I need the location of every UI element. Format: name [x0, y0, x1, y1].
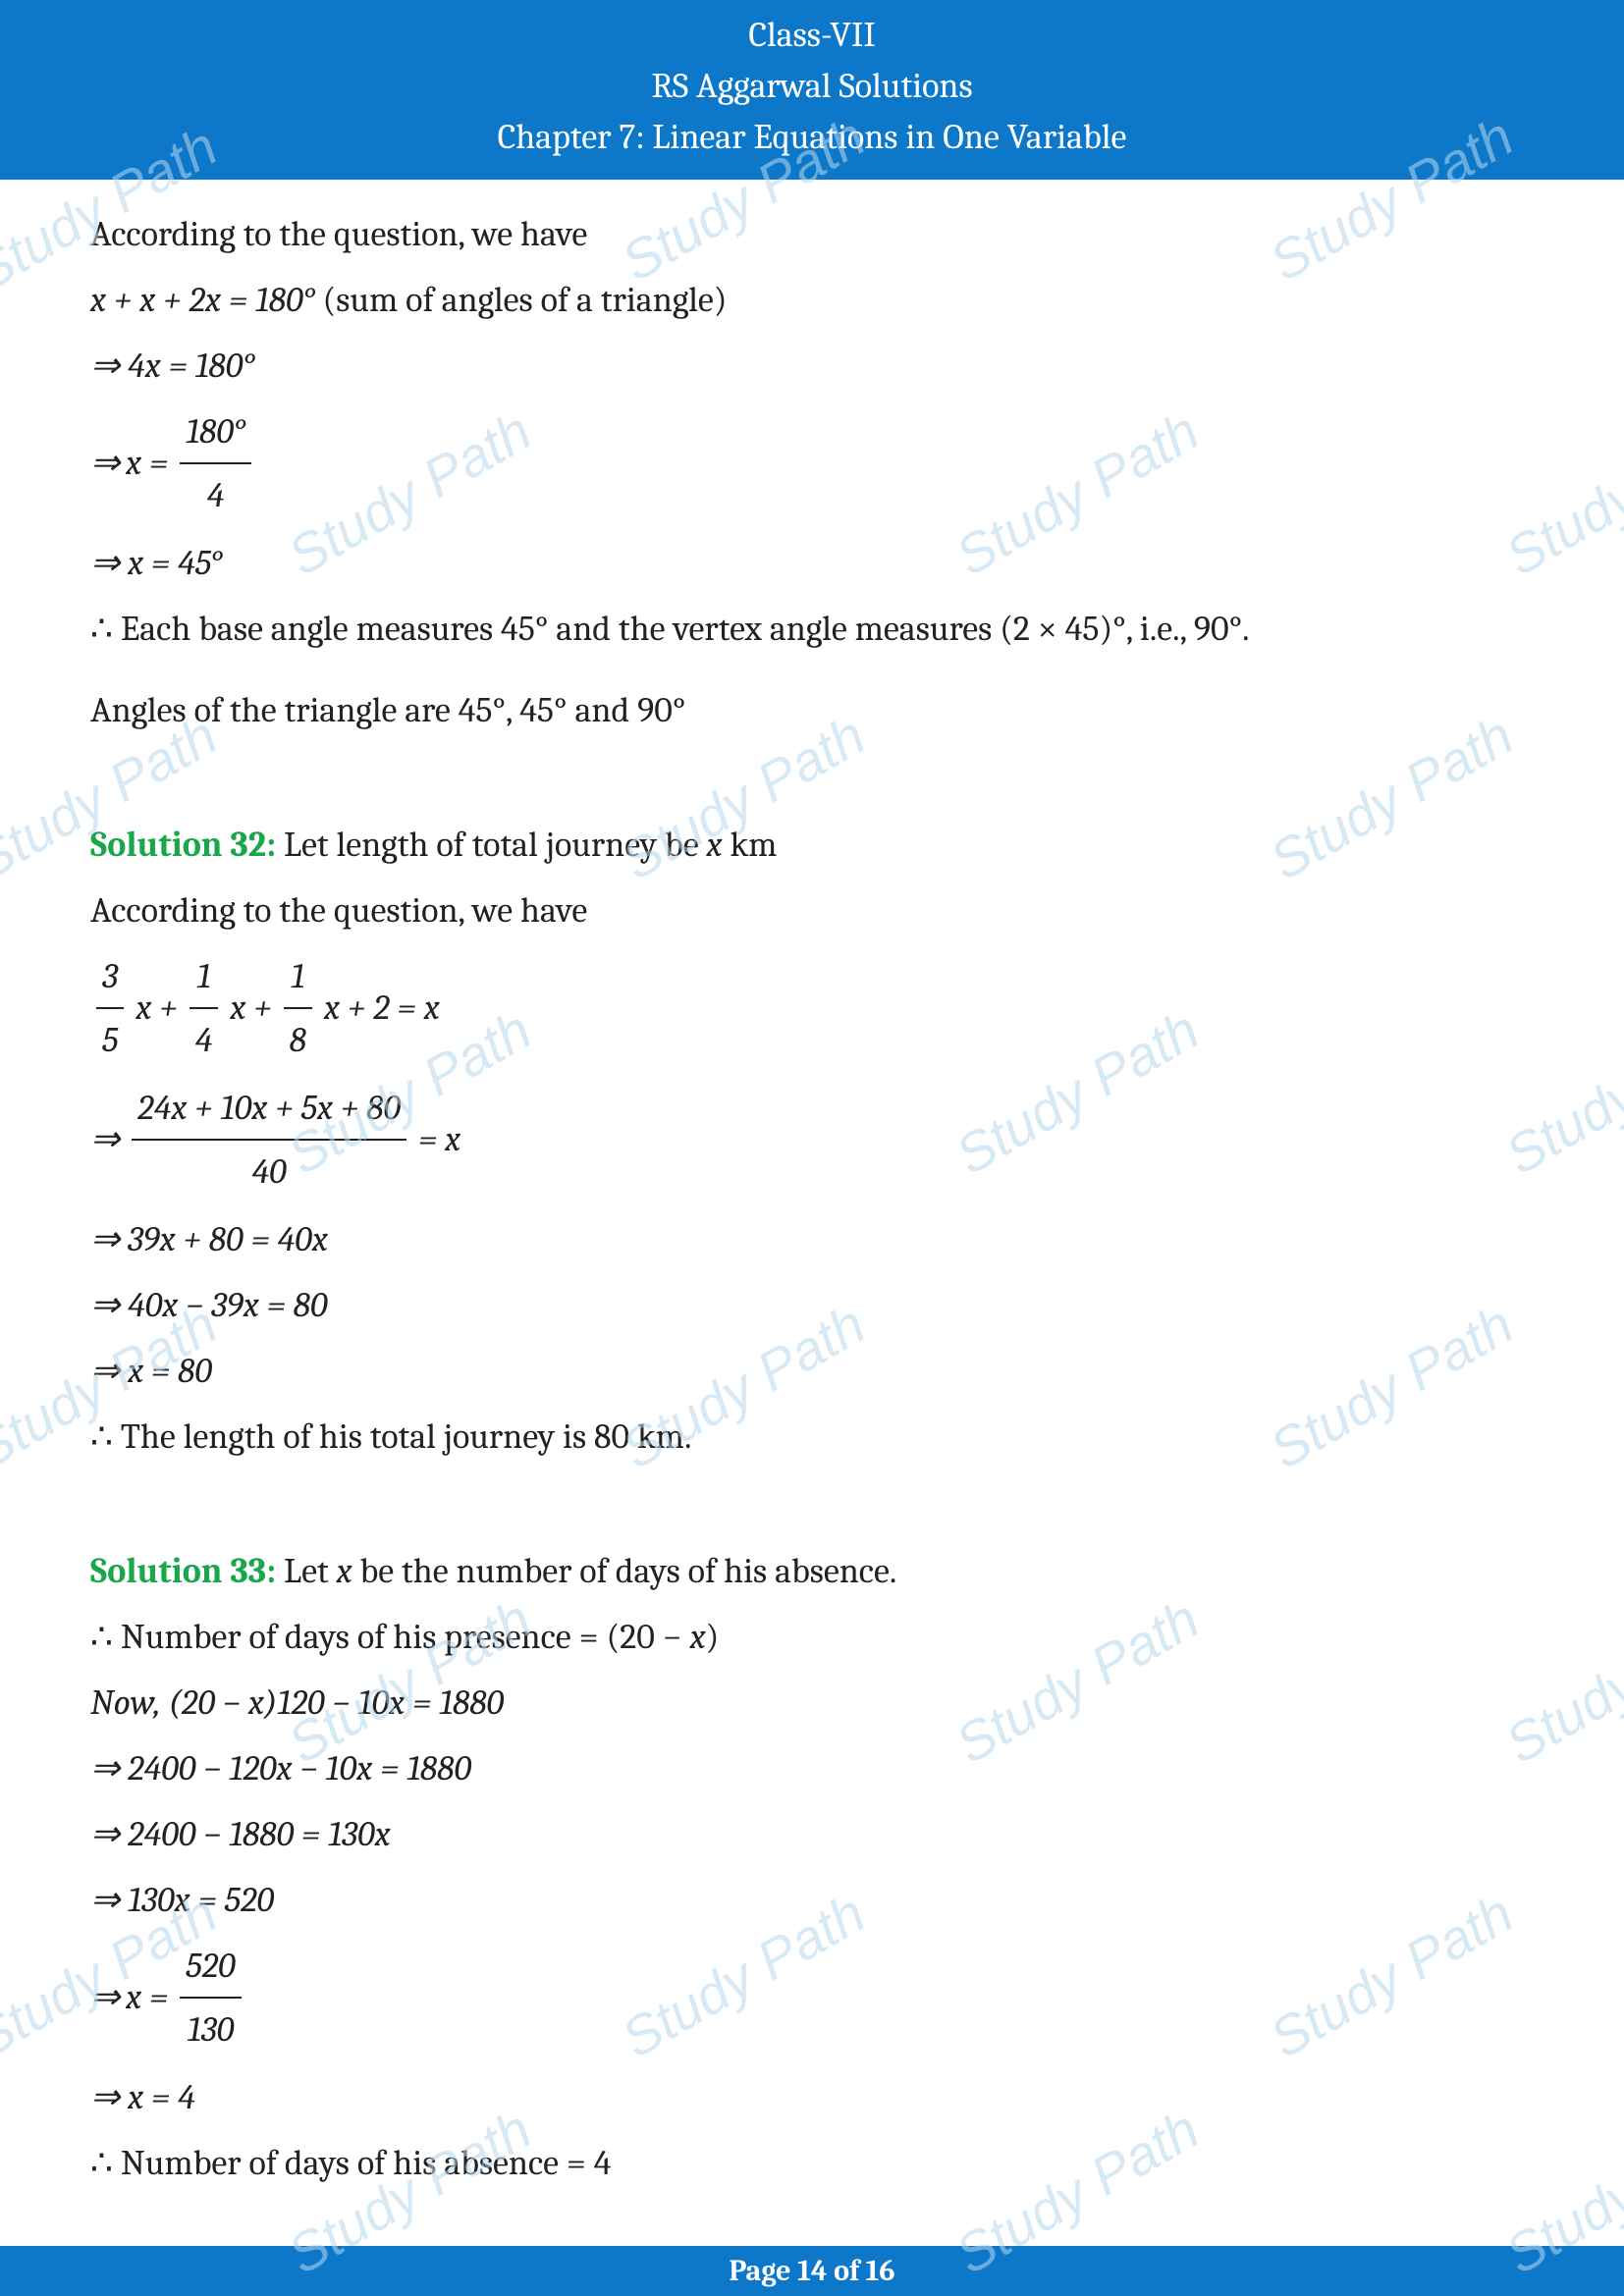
arrow: ⇒: [90, 432, 120, 494]
fraction: 520130: [180, 1935, 241, 2060]
s33-l7: ⇒ x = 4: [90, 2066, 1534, 2128]
page-footer: Page 14 of 16: [0, 2246, 1624, 2296]
s33-l3: ⇒ 2400 − 120x − 10x = 1880: [90, 1737, 1534, 1799]
page-header: Class-VII RS Aggarwal Solutions Chapter …: [0, 0, 1624, 180]
arrow: ⇒: [90, 1966, 120, 2028]
spacer: [90, 745, 1534, 814]
s33-l5: ⇒ 130x = 520: [90, 1869, 1534, 1931]
s32-l6: ∴ The length of his total journey is 80 …: [90, 1406, 1534, 1468]
s32-eq1: 35 x + 14 x + 18 x + 2 = x: [90, 945, 1534, 1071]
intro-text: Let x be the number of days of his absen…: [276, 1551, 896, 1591]
denominator: 5: [96, 1009, 124, 1071]
page: Class-VII RS Aggarwal Solutions Chapter …: [0, 0, 1624, 2296]
s33-l4: ⇒ 2400 − 1880 = 130x: [90, 1803, 1534, 1865]
tail: x + 2 = x: [324, 977, 440, 1039]
s32-eq2: ⇒ 24x + 10x + 5x + 8040 = x: [90, 1077, 1534, 1202]
header-chapter: Chapter 7: Linear Equations in One Varia…: [0, 112, 1624, 163]
s32-intro: Solution 32: Let length of total journey…: [90, 814, 1534, 876]
arrow: ⇒: [90, 1108, 120, 1170]
numerator: 180°: [180, 400, 250, 464]
var: x +: [135, 977, 177, 1039]
fraction: 18: [284, 945, 312, 1071]
comment-text: (sum of angles of a triangle): [315, 280, 728, 320]
s31-l1: According to the question, we have: [90, 203, 1534, 265]
s33-l2: Now, (20 − x)120 − 10x = 1880: [90, 1672, 1534, 1734]
solution-label: Solution 32:: [90, 825, 276, 865]
fraction: 14: [189, 945, 219, 1071]
numerator: 1: [284, 945, 312, 1009]
s31-l2: x + x + 2x = 180° (sum of angles of a tr…: [90, 269, 1534, 331]
lhs: x =: [126, 1966, 168, 2028]
fraction: 180°4: [180, 400, 250, 526]
s33-l1: ∴ Number of days of his presence = (20 −…: [90, 1606, 1534, 1668]
page-number: Page 14 of 16: [729, 2254, 894, 2288]
denominator: 8: [284, 1009, 312, 1071]
rhs: = x: [418, 1108, 460, 1170]
page-content: According to the question, we have x + x…: [0, 180, 1624, 2296]
s31-l4: ⇒ x = 180°4: [90, 400, 1534, 526]
s31-l6: ∴ Each base angle measures 45° and the v…: [90, 598, 1534, 660]
s33-intro: Solution 33: Let x be the number of days…: [90, 1540, 1534, 1602]
math-text: x + x + 2x = 180°: [90, 280, 315, 320]
fraction: 24x + 10x + 5x + 8040: [132, 1077, 406, 1202]
solution-label: Solution 33:: [90, 1551, 276, 1591]
numerator: 520: [180, 1935, 241, 1999]
numerator: 1: [189, 945, 219, 1009]
s32-l4: ⇒ 40x − 39x = 80: [90, 1274, 1534, 1336]
denominator: 4: [189, 1009, 219, 1071]
header-class: Class-VII: [0, 10, 1624, 61]
denominator: 130: [180, 1999, 241, 2060]
s33-l6: ⇒ x = 520130: [90, 1935, 1534, 2060]
lhs: x =: [126, 432, 168, 494]
denominator: 40: [132, 1141, 406, 1202]
s31-l5: ⇒ x = 45°: [90, 532, 1534, 594]
s32-l1: According to the question, we have: [90, 880, 1534, 941]
header-book: RS Aggarwal Solutions: [0, 61, 1624, 112]
var: x +: [230, 977, 271, 1039]
s33-l8: ∴ Number of days of his absence = 4: [90, 2132, 1534, 2194]
s31-l3: ⇒ 4x = 180°: [90, 335, 1534, 397]
s32-l3: ⇒ 39x + 80 = 40x: [90, 1208, 1534, 1270]
intro-text: Let length of total journey be x km: [276, 825, 777, 865]
spacer: [90, 1471, 1534, 1540]
denominator: 4: [180, 464, 250, 526]
s32-l5: ⇒ x = 80: [90, 1340, 1534, 1402]
fraction: 35: [96, 945, 124, 1071]
numerator: 3: [96, 945, 124, 1009]
numerator: 24x + 10x + 5x + 80: [132, 1077, 406, 1141]
s31-l7: Angles of the triangle are 45°, 45° and …: [90, 679, 1534, 741]
